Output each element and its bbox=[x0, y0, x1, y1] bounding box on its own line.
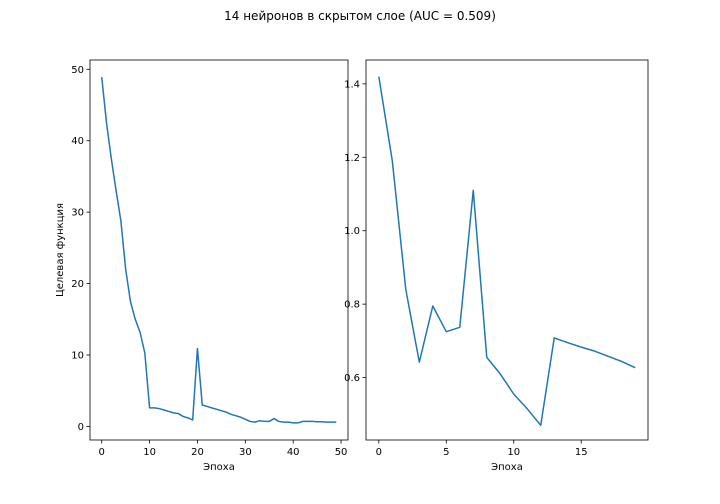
y-tick-label: 1.4 bbox=[344, 79, 360, 90]
x-tick-label: 20 bbox=[191, 447, 204, 458]
y-tick-label: 20 bbox=[71, 279, 84, 290]
x-axis-label: Эпоха bbox=[203, 462, 235, 473]
x-tick-label: 40 bbox=[287, 447, 300, 458]
x-tick-label: 0 bbox=[376, 447, 382, 458]
y-tick-label: 40 bbox=[71, 136, 84, 147]
y-axis-label: Целевая функция bbox=[55, 203, 66, 297]
x-tick-label: 30 bbox=[239, 447, 252, 458]
x-axis-label: Эпоха bbox=[491, 462, 523, 473]
y-tick-label: 1.2 bbox=[344, 153, 360, 164]
series-line bbox=[378, 76, 636, 427]
x-tick-label: 15 bbox=[575, 447, 588, 458]
chart-panel-left: 0 10 20 30 40 50 0 10 20 30 40 50 Эпоха Целевая функц… bbox=[55, 59, 349, 473]
axes-frame bbox=[365, 59, 649, 441]
x-tick-label: 5 bbox=[443, 447, 449, 458]
y-tick-label: 30 bbox=[71, 208, 84, 219]
chart-title: 14 нейронов в скрытом слое (AUC = 0.509) bbox=[224, 9, 496, 23]
x-tick-label: 10 bbox=[507, 447, 520, 458]
y-tick-label: 0 bbox=[78, 422, 84, 433]
y-tick-label: 10 bbox=[71, 351, 84, 362]
y-tick-label: 0.8 bbox=[344, 300, 360, 311]
chart-panel-right: 0 5 10 15 0.6 0.8 1.0 1.2 1.4 Эпоха bbox=[344, 59, 649, 473]
y-tick-label: 1.0 bbox=[344, 226, 360, 237]
y-tick-label: 50 bbox=[71, 65, 84, 76]
axes-frame bbox=[89, 59, 349, 441]
series-line bbox=[100, 77, 337, 424]
x-tick-label: 50 bbox=[335, 447, 348, 458]
x-tick-label: 10 bbox=[143, 447, 156, 458]
y-tick-label: 0.6 bbox=[344, 373, 360, 384]
x-tick-label: 0 bbox=[99, 447, 105, 458]
